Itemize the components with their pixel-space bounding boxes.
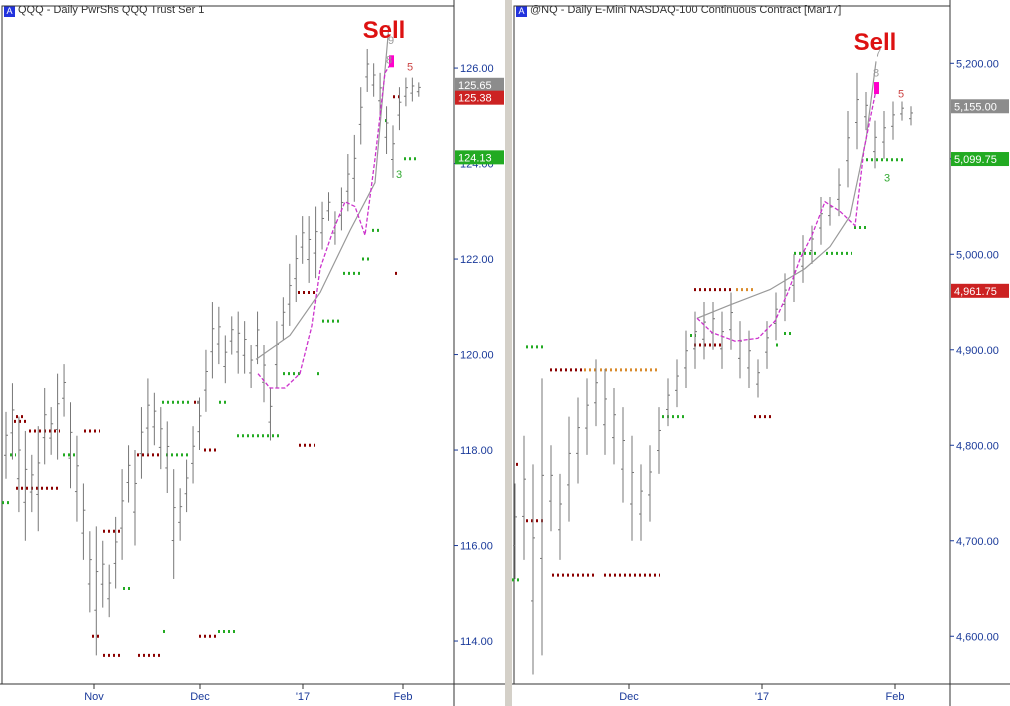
x-tick-label: '17	[755, 691, 769, 703]
count-label: 7	[875, 48, 881, 60]
a-icon[interactable]: A	[516, 6, 527, 17]
plot-frame	[513, 5, 951, 685]
qqq-chart-title: A QQQ - Daily PwrShs QQQ Trust Ser 1	[4, 4, 204, 17]
price-badge-label: 5,099.75	[954, 154, 997, 166]
price-badge	[951, 283, 1009, 298]
price-badge-label: 4,961.75	[954, 286, 997, 298]
price-badge-label: 124.13	[458, 152, 492, 164]
y-tick-label: 5,000.00	[956, 249, 999, 261]
price-badge-label: 5,155.00	[954, 101, 997, 113]
x-tick-label: Nov	[84, 691, 104, 703]
nq-chart-svg[interactable]: 5,200.005,100.005,000.004,900.004,800.00…	[512, 0, 1010, 706]
price-badge	[951, 99, 1009, 114]
x-tick-label: '17	[296, 691, 310, 703]
qqq-title-text: QQQ - Daily PwrShs QQQ Trust Ser 1	[18, 4, 205, 16]
sell-annotation: Sell	[363, 17, 406, 44]
moving-average-line	[255, 25, 390, 360]
panel-divider[interactable]	[505, 0, 512, 706]
sell-annotation: Sell	[854, 29, 897, 56]
y-tick-label: 120.00	[460, 350, 494, 362]
price-badge-label: 125.38	[458, 93, 492, 105]
x-tick-label: Dec	[619, 691, 639, 703]
y-tick-label: 126.00	[460, 63, 494, 75]
count-label: 3	[396, 169, 402, 181]
count-label: 8	[386, 54, 392, 66]
y-tick-label: 4,800.00	[956, 440, 999, 452]
projection-line	[257, 62, 392, 389]
qqq-chart-panel[interactable]: A QQQ - Daily PwrShs QQQ Trust Ser 1 126.…	[0, 0, 505, 706]
price-badge-label: 125.65	[458, 80, 492, 92]
x-tick-label: Feb	[394, 691, 413, 703]
y-tick-label: 4,600.00	[956, 631, 999, 643]
moving-average-line	[696, 61, 877, 319]
y-tick-label: 114.00	[460, 636, 493, 648]
nq-chart-panel[interactable]: A @NQ - Daily E-Mini NASDAQ-100 Continuou…	[512, 0, 1010, 706]
y-tick-label: 4,900.00	[956, 345, 999, 357]
y-tick-label: 118.00	[460, 445, 493, 457]
price-badge	[455, 150, 504, 165]
price-badge	[455, 77, 504, 92]
y-tick-label: 5,200.00	[956, 58, 999, 70]
nq-chart-title: A @NQ - Daily E-Mini NASDAQ-100 Continuou…	[516, 4, 841, 17]
y-tick-label: 4,700.00	[956, 536, 999, 548]
x-tick-label: Feb	[886, 691, 905, 703]
nq-title-text: @NQ - Daily E-Mini NASDAQ-100 Continuous…	[530, 4, 842, 16]
signal-marker	[874, 82, 879, 95]
count-label: 8	[873, 68, 879, 80]
count-label: 5	[407, 61, 413, 73]
price-badge	[455, 90, 504, 105]
y-tick-label: 122.00	[460, 254, 494, 266]
count-label: 9	[388, 35, 394, 47]
price-badge	[951, 152, 1009, 167]
a-icon[interactable]: A	[4, 6, 15, 17]
count-label: 5	[898, 89, 904, 101]
y-tick-label: 116.00	[460, 541, 493, 553]
signal-marker	[389, 55, 394, 68]
count-label: 3	[884, 173, 890, 185]
x-tick-label: Dec	[190, 691, 210, 703]
projection-line	[696, 89, 877, 342]
qqq-chart-svg[interactable]: 126.00124.00122.00120.00118.00116.00114.…	[0, 0, 505, 706]
